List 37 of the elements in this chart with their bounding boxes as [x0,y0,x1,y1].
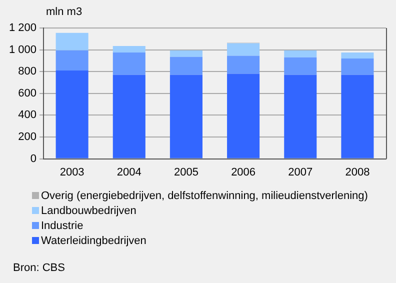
bar [56,50,88,71]
bar [284,50,317,58]
text: Bron: CBS [13,262,65,274]
bar [56,70,88,158]
y-axis-title: mln m3 [46,6,82,18]
x-tick-label: 2003 [60,166,84,178]
bar [56,32,88,50]
legend-label: Landbouwbedrijven [41,204,136,216]
bar [227,74,260,158]
x-tick-label: 2006 [231,166,256,178]
bar [227,43,260,56]
bar [112,46,146,53]
y-tick-label: 1 200 [8,22,37,34]
bar [341,58,374,75]
bar [170,56,202,75]
bar [227,56,260,74]
bar [170,50,202,57]
bar [112,74,146,158]
bar [341,74,374,158]
y-tick-label: 400 [18,109,37,122]
x-tick-label: 2004 [116,166,142,178]
bar [284,57,317,75]
bar [341,52,374,59]
y-tick-label: 0 [30,152,37,165]
legend-label: Industrie [41,220,84,232]
y-tick-label: 800 [18,66,37,78]
legend-label: Overig (energiebedrijven, delfstoffenwinning, milieudienstverlening) [41,190,368,202]
y-tick-label: 1 000 [8,44,37,56]
x-tick-label: 2008 [345,166,370,178]
y-tick-label: 200 [18,131,37,144]
y-tick-label: 600 [18,87,37,100]
legend-label: Waterleidingbedrijven [41,234,146,246]
x-tick-label: 2005 [174,166,198,178]
x-tick-label: 2007 [288,166,313,178]
bar [112,52,146,75]
bar [284,74,317,158]
bar [170,74,202,158]
